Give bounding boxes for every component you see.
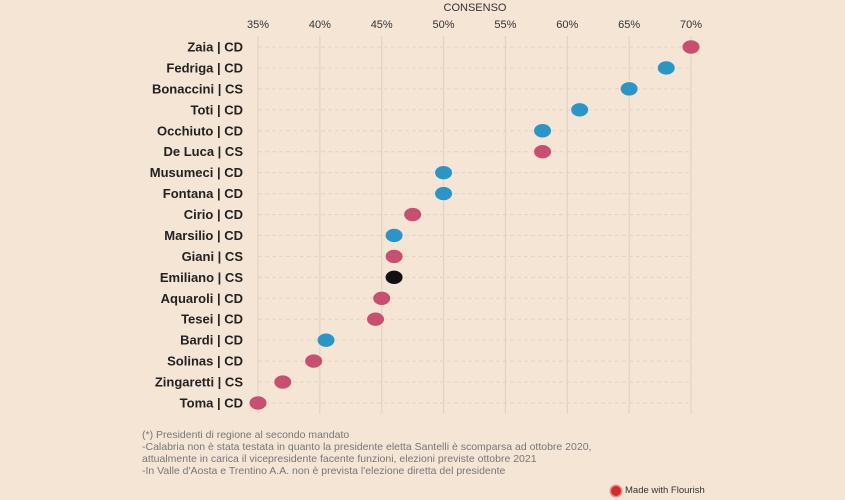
x-tick-label: 55% — [494, 19, 516, 31]
footnote-line: (*) Presidenti di regione al secondo man… — [142, 429, 350, 441]
row-label: Giani | CS — [182, 249, 244, 264]
footnote-line: attualmente in carica il vicepresidente … — [142, 453, 537, 465]
data-point[interactable] — [372, 290, 392, 306]
dot-plot-chart: CONSENSO 35% 40% 45% 50% 55% 60% 65% 70% Zaia |… — [150, 2, 702, 414]
data-point[interactable] — [434, 185, 454, 202]
x-tick-label: 35% — [247, 19, 269, 31]
row-label: Zingaretti | CS — [155, 375, 243, 390]
data-point[interactable] — [434, 164, 454, 181]
vertical-gridlines — [257, 36, 692, 414]
row-label: De Luca | CS — [164, 144, 244, 159]
footnote-line: -Calabria non è stata testata in quanto … — [142, 441, 592, 453]
row-label: Toti | CD — [191, 102, 244, 117]
row-label: Tesei | CD — [181, 312, 243, 327]
x-tick-label: 45% — [371, 19, 393, 31]
data-point[interactable] — [533, 123, 553, 139]
row-label: Emiliano | CS — [160, 270, 243, 285]
data-points — [248, 39, 701, 411]
row-label: Bonaccini | CS — [152, 81, 243, 96]
data-point[interactable] — [533, 144, 553, 160]
data-point[interactable] — [619, 81, 639, 97]
row-label: Solinas | CD — [167, 354, 243, 369]
row-label: Bardi | CD — [180, 333, 243, 348]
x-tick-label: 70% — [680, 19, 702, 31]
row-label: Occhiuto | CD — [157, 123, 243, 138]
data-point[interactable] — [304, 353, 324, 369]
row-label: Marsilio | CD — [164, 228, 243, 243]
x-axis-title: CONSENSO — [444, 2, 507, 14]
data-point[interactable] — [384, 227, 404, 244]
row-label: Musumeci | CD — [150, 165, 243, 180]
data-point[interactable] — [248, 395, 268, 411]
made-with-flourish-link[interactable]: Made with Flourish — [611, 485, 705, 496]
row-label: Zaia | CD — [187, 40, 243, 55]
flourish-logo-icon — [611, 485, 621, 496]
x-tick-label: 60% — [556, 19, 578, 31]
row-label: Toma | CD — [180, 395, 243, 410]
footnotes: (*) Presidenti di regione al secondo man… — [142, 429, 591, 477]
data-point[interactable] — [384, 269, 404, 286]
row-label: Fontana | CD — [163, 186, 243, 201]
row-labels: Zaia | CD Fedriga | CD Bonaccini | CS Toti … — [150, 40, 244, 411]
x-tick-label: 40% — [309, 19, 331, 31]
data-point[interactable] — [403, 206, 423, 223]
horizontal-gridlines — [258, 46, 691, 404]
x-tick-labels: 35% 40% 45% 50% 55% 60% 65% 70% — [247, 19, 702, 31]
x-tick-label: 65% — [618, 19, 640, 31]
data-point[interactable] — [384, 248, 404, 265]
row-label: Aquaroli | CD — [161, 291, 243, 306]
row-label: Fedriga | CD — [166, 60, 243, 75]
data-point[interactable] — [366, 311, 386, 327]
footnote-line: -In Valle d'Aosta e Trentino A.A. non è … — [142, 465, 506, 477]
row-label: Cirio | CD — [184, 207, 243, 222]
x-tick-label: 50% — [433, 19, 455, 31]
data-point[interactable] — [656, 60, 676, 76]
data-point[interactable] — [273, 374, 293, 390]
data-point[interactable] — [316, 332, 336, 348]
credit-label: Made with Flourish — [625, 485, 705, 496]
data-point[interactable] — [570, 102, 590, 118]
data-point[interactable] — [681, 39, 701, 55]
